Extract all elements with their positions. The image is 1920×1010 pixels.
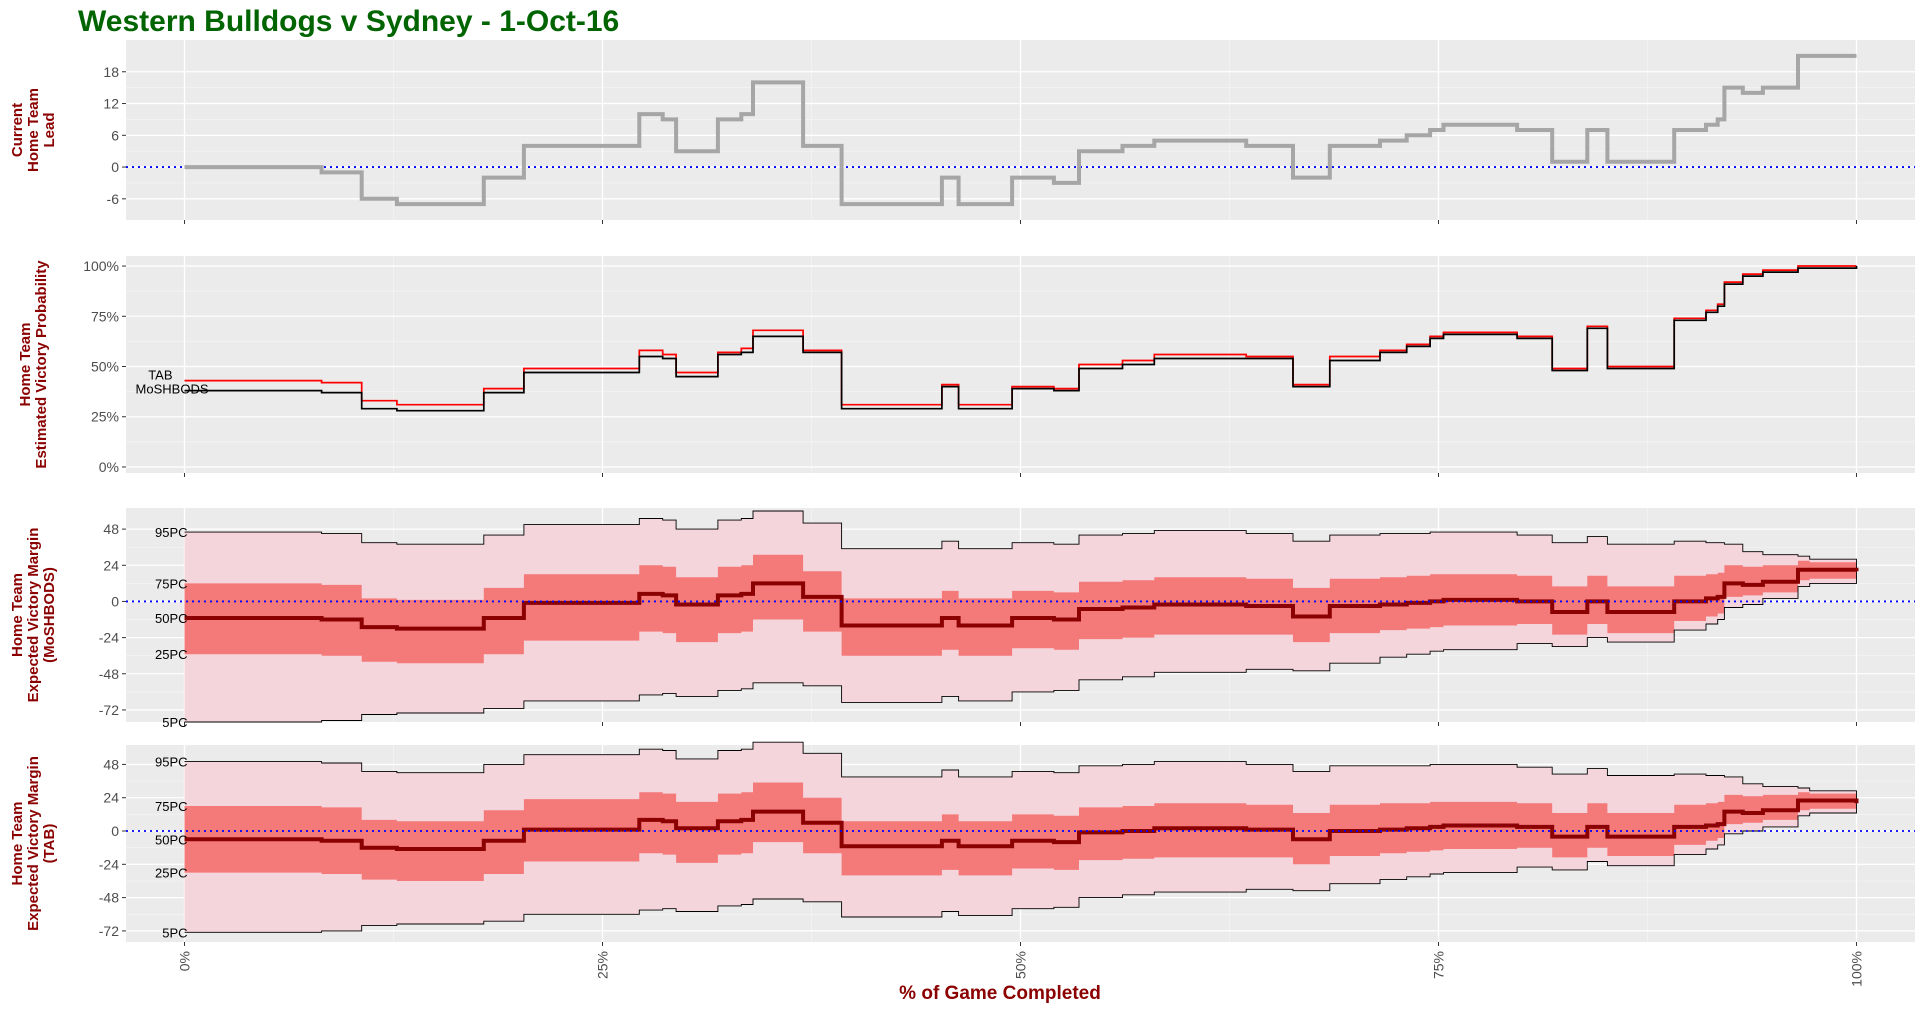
x-tick-label: 75% [1430,951,1446,979]
panel-lead: -6 0 6 12 18 Current Home Team Lead [9,40,1915,224]
y-tick-label: -24 [99,856,119,872]
y-tick-label: 25% [91,409,119,425]
y-tick-label: -24 [99,630,119,646]
y-tick-label: -6 [107,191,120,207]
y-tick-label: 0 [111,593,119,609]
y-tick-label: 75% [91,308,119,324]
percentile-label-p5: 5PC [162,715,187,730]
percentile-label-p95: 95PC [155,525,188,540]
y-tick-label: -72 [99,923,119,939]
y-axis-label: Home Team [17,323,34,407]
panel-probability: 0% 25% 50% 75% 100% Home Team Estimated Victor… [17,256,1915,477]
y-axis-label: Home Team [9,573,26,657]
y-tick-label: 12 [103,96,119,112]
median-line [184,567,1859,631]
y-axis-label: (MoSHBODS) [41,567,58,663]
panel-margin_tab: -72 -48 -24 0 24 48 Home Team Expected Victory … [9,741,1915,987]
y-tick-label: 0% [99,459,119,475]
y-tick-label: 50% [91,359,119,375]
percentile-label-p75: 75PC [155,799,188,814]
percentile-label-p25: 25PC [155,866,188,881]
percentile-label-p50: 50PC [155,611,188,626]
x-tick-label: 100% [1848,951,1864,987]
y-tick-label: 48 [103,521,119,537]
median-line [184,798,1859,851]
p95-outline [184,510,1857,572]
percentile-label-p50: 50PC [155,832,188,847]
x-tick-label: 25% [595,951,611,979]
percentile-label-p95: 95PC [155,755,188,770]
p5-outline [184,803,1857,933]
y-tick-label: -72 [99,702,119,718]
band-25-75 [184,554,1857,664]
y-tick-label: 18 [103,64,119,80]
y-axis-label: Expected Victory Margin [25,756,42,931]
y-axis-label: Current [9,103,26,157]
y-tick-label: 48 [103,756,119,772]
y-axis-label: Home Team [9,802,26,886]
percentile-label-p25: 25PC [155,647,188,662]
y-tick-label: 100% [83,258,119,274]
x-tick-label: 50% [1013,951,1029,979]
y-tick-label: 0 [111,823,119,839]
lead-series-line [184,53,1857,207]
y-axis-label: Expected Victory Margin [25,528,42,703]
percentile-label-p75: 75PC [155,576,188,591]
y-tick-label: 24 [103,557,119,573]
y-axis-label: Estimated Victory Probability [33,260,50,469]
x-axis-label: % of Game Completed [899,983,1101,1004]
moshbods-series-line [184,266,1858,412]
p95-outline [184,741,1857,804]
percentile-label-p5: 5PC [162,925,187,940]
chart-title: Western Bulldogs v Sydney - 1-Oct-16 [78,5,619,38]
p5-outline [184,571,1857,723]
y-tick-label: 24 [103,790,119,806]
y-axis-label: Lead [41,112,58,147]
x-tick-label: 0% [177,951,193,971]
y-tick-label: -48 [99,666,119,682]
y-tick-label: -48 [99,890,119,906]
moshbods-series-label: MoSHBODS [136,382,209,397]
tab-series-label: TAB [148,368,172,383]
y-tick-label: 0 [111,159,119,175]
panel-margin_moshbods: -72 -48 -24 0 24 48 Home Team Expected Victory … [9,508,1915,730]
y-axis-label: Home Team [25,88,42,172]
y-axis-label: (TAB) [41,824,58,864]
y-tick-label: 6 [111,127,119,143]
